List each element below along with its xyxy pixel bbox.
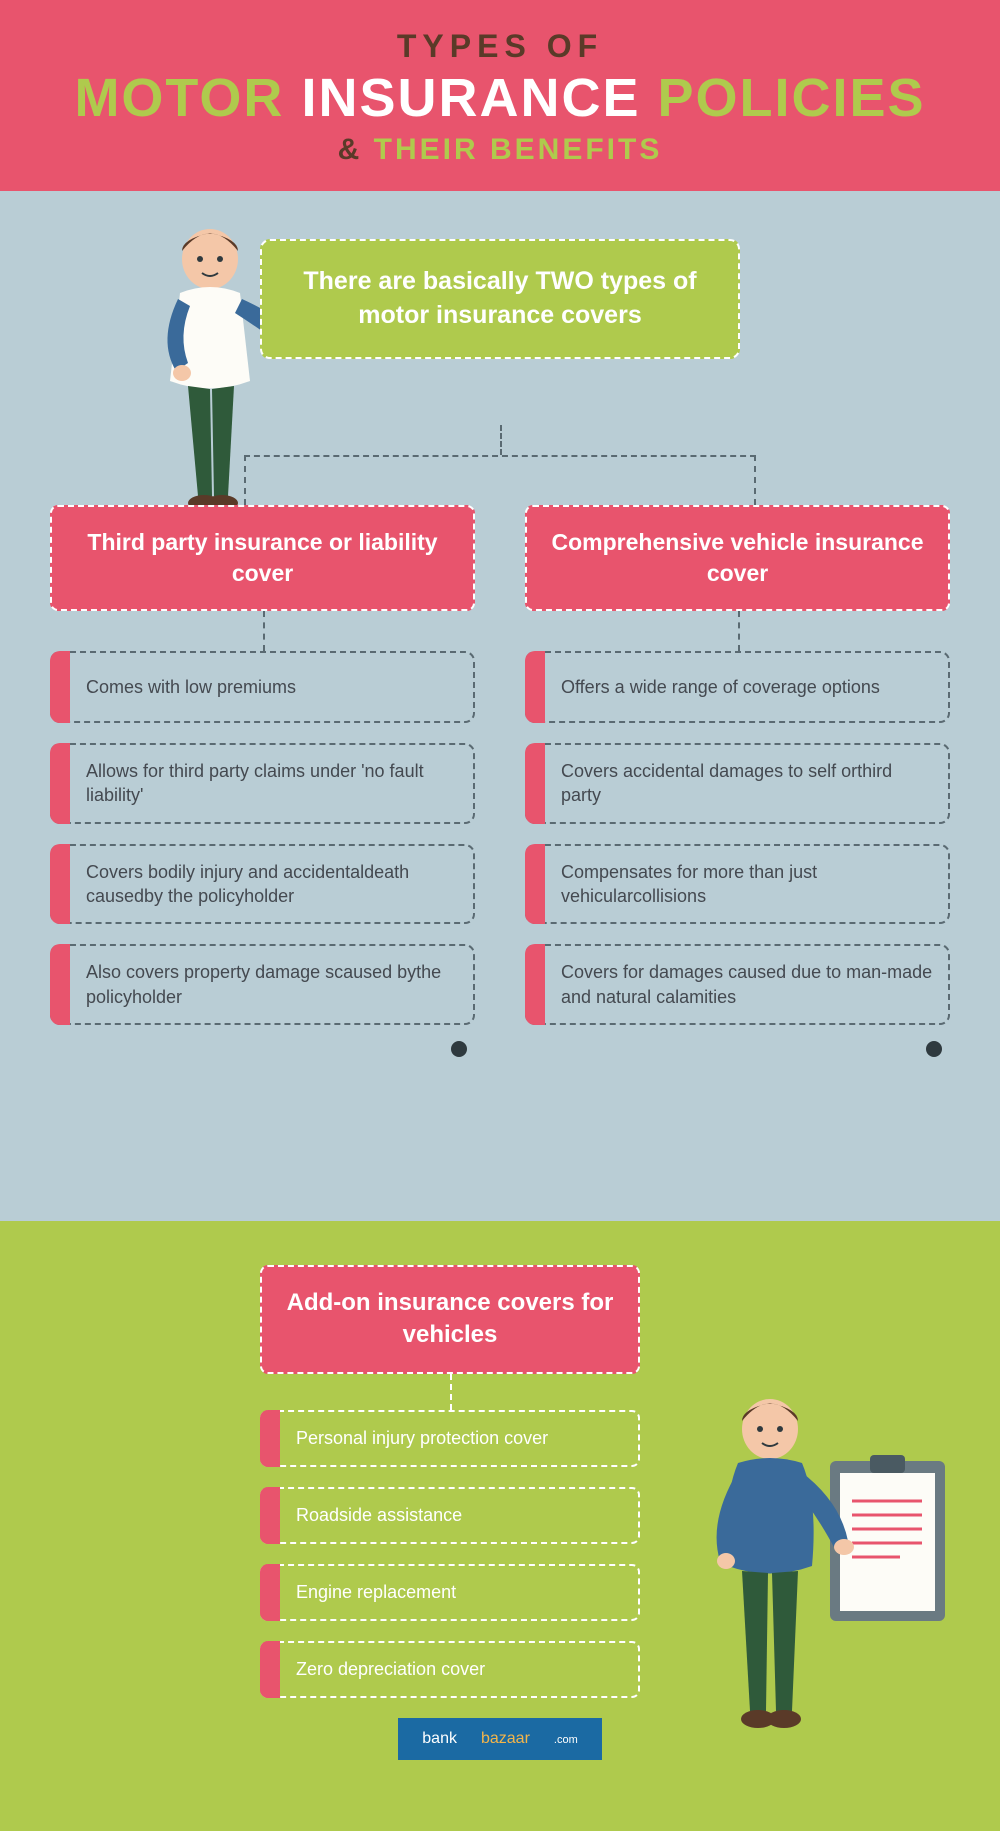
column-comprehensive: Comprehensive vehicle insurance cover Of…	[525, 505, 950, 1045]
connector	[263, 611, 265, 651]
addon-section: Add-on insurance covers for vehicles Per…	[0, 1221, 1000, 1831]
list-item: Comes with low premiums	[50, 651, 475, 723]
item-text: Covers bodily injury and accidentaldeath…	[86, 860, 459, 909]
list-item: Roadside assistance	[260, 1487, 640, 1544]
column-header: Third party insurance or liability cover	[50, 505, 475, 611]
title-line2: MOTOR INSURANCE POLICIES	[20, 67, 980, 129]
end-dot-icon	[451, 1041, 467, 1057]
list-item: Covers accidental damages to self orthir…	[525, 743, 950, 824]
connector	[738, 611, 740, 651]
title-ampersand: &	[338, 133, 363, 166]
list-item: Compensates for more than just vehicular…	[525, 844, 950, 925]
addon-list: Personal injury protection cover Roadsid…	[260, 1410, 640, 1698]
item-text: Covers accidental damages to self orthir…	[561, 759, 934, 808]
list-item: Covers for damages caused due to man-mad…	[525, 944, 950, 1025]
list-item: Offers a wide range of coverage options	[525, 651, 950, 723]
title-line1: TYPES OF	[20, 28, 980, 65]
logo-suffix: .com	[542, 1728, 590, 1752]
end-dot-icon	[926, 1041, 942, 1057]
list-item: Allows for third party claims under 'no …	[50, 743, 475, 824]
addon-header: Add-on insurance covers for vehicles	[260, 1265, 640, 1374]
connector	[450, 1374, 452, 1410]
title-benefits: THEIR BENEFITS	[374, 133, 663, 166]
title-word-motor: MOTOR	[74, 68, 284, 128]
list-item: Also covers property damage scaused byth…	[50, 944, 475, 1025]
logo-part1: bank	[410, 1724, 469, 1754]
item-text: Offers a wide range of coverage options	[561, 675, 880, 699]
connector	[244, 455, 756, 457]
logo-badge: bankbazaar.com	[398, 1718, 601, 1760]
logo-part2: bazaar	[469, 1724, 542, 1754]
connector	[754, 455, 756, 505]
column-third-party: Third party insurance or liability cover…	[50, 505, 475, 1045]
title-word-policies: POLICIES	[658, 68, 926, 128]
person-clipboard-icon	[700, 1391, 950, 1771]
item-text: Compensates for more than just vehicular…	[561, 860, 934, 909]
connector	[500, 425, 502, 455]
connector	[244, 455, 246, 505]
item-text: Also covers property damage scaused byth…	[86, 960, 459, 1009]
list-item: Zero depreciation cover	[260, 1641, 640, 1698]
title-line3: & THEIR BENEFITS	[20, 133, 980, 167]
header-banner: TYPES OF MOTOR INSURANCE POLICIES & THEI…	[0, 0, 1000, 191]
item-text: Comes with low premiums	[86, 675, 296, 699]
main-section: There are basically TWO types of motor i…	[0, 191, 1000, 1221]
column-header: Comprehensive vehicle insurance cover	[525, 505, 950, 611]
list-item: Covers bodily injury and accidentaldeath…	[50, 844, 475, 925]
intro-box: There are basically TWO types of motor i…	[260, 239, 740, 359]
item-text: Covers for damages caused due to man-mad…	[561, 960, 934, 1009]
item-text: Allows for third party claims under 'no …	[86, 759, 459, 808]
title-word-insurance: INSURANCE	[301, 68, 640, 128]
list-item: Engine replacement	[260, 1564, 640, 1621]
list-item: Personal injury protection cover	[260, 1410, 640, 1467]
columns-wrapper: Third party insurance or liability cover…	[50, 505, 950, 1045]
